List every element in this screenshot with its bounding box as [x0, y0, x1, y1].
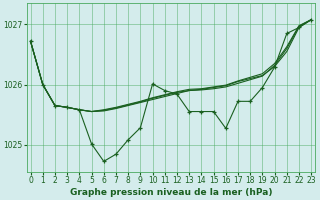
X-axis label: Graphe pression niveau de la mer (hPa): Graphe pression niveau de la mer (hPa) [70, 188, 272, 197]
